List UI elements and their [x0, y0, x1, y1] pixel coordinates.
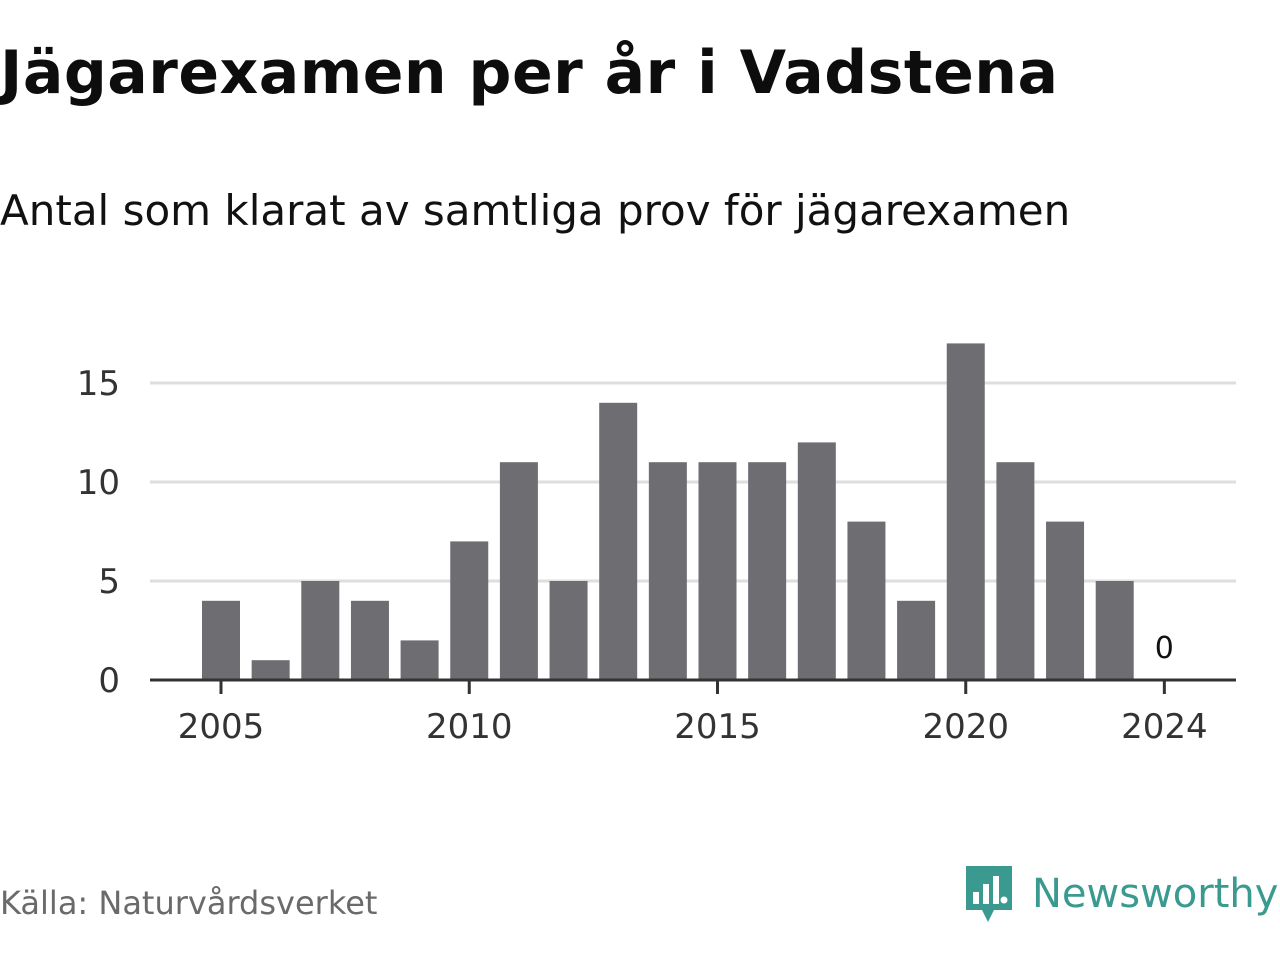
x-tick-label: 2015 [674, 707, 761, 747]
bar[interactable] [1046, 521, 1085, 680]
bars [202, 343, 1134, 680]
bar[interactable] [549, 581, 588, 680]
bar[interactable] [1095, 581, 1134, 680]
chart-subtitle: Antal som klarat av samtliga prov för jä… [0, 186, 1071, 235]
bar[interactable] [748, 462, 787, 680]
x-tick-label: 2024 [1121, 707, 1208, 747]
x-tick-label: 2010 [426, 707, 513, 747]
x-axis [150, 678, 1236, 694]
bar[interactable] [251, 660, 290, 680]
y-tick-label: 0 [98, 661, 120, 701]
chart-title: Jägarexamen per år i Vadstena [0, 38, 1059, 108]
bar[interactable] [499, 462, 538, 680]
y-tick-label: 5 [98, 562, 120, 602]
y-tick-label: 15 [77, 364, 120, 404]
bar[interactable] [698, 462, 737, 680]
bar[interactable] [450, 541, 489, 680]
y-tick-label: 10 [77, 463, 120, 503]
bar[interactable] [797, 442, 836, 680]
newsworthy-logo-icon [966, 866, 1012, 922]
bar[interactable] [996, 462, 1035, 680]
bar[interactable] [301, 581, 340, 680]
brand-name: Newsworthy [1032, 871, 1279, 917]
source-note: Källa: Naturvårdsverket [0, 884, 378, 922]
bar[interactable] [946, 343, 985, 680]
bar[interactable] [400, 640, 439, 680]
tick-labels: 0 5 10 15 0 2005 2010 2015 2020 2024 [77, 364, 1208, 747]
x-tick-label: 2005 [178, 707, 265, 747]
data-label: 0 [1155, 631, 1174, 666]
bar[interactable] [648, 462, 687, 680]
brand-logo[interactable]: Newsworthy [964, 862, 1278, 926]
bar[interactable] [599, 402, 638, 680]
bar[interactable] [202, 600, 240, 680]
bar[interactable] [350, 600, 389, 680]
x-tick-label: 2020 [922, 707, 1009, 747]
bar[interactable] [897, 600, 936, 680]
bar-chart: 0 5 10 15 0 2005 2010 2015 2020 2024 [77, 343, 1236, 747]
bar[interactable] [847, 521, 886, 680]
